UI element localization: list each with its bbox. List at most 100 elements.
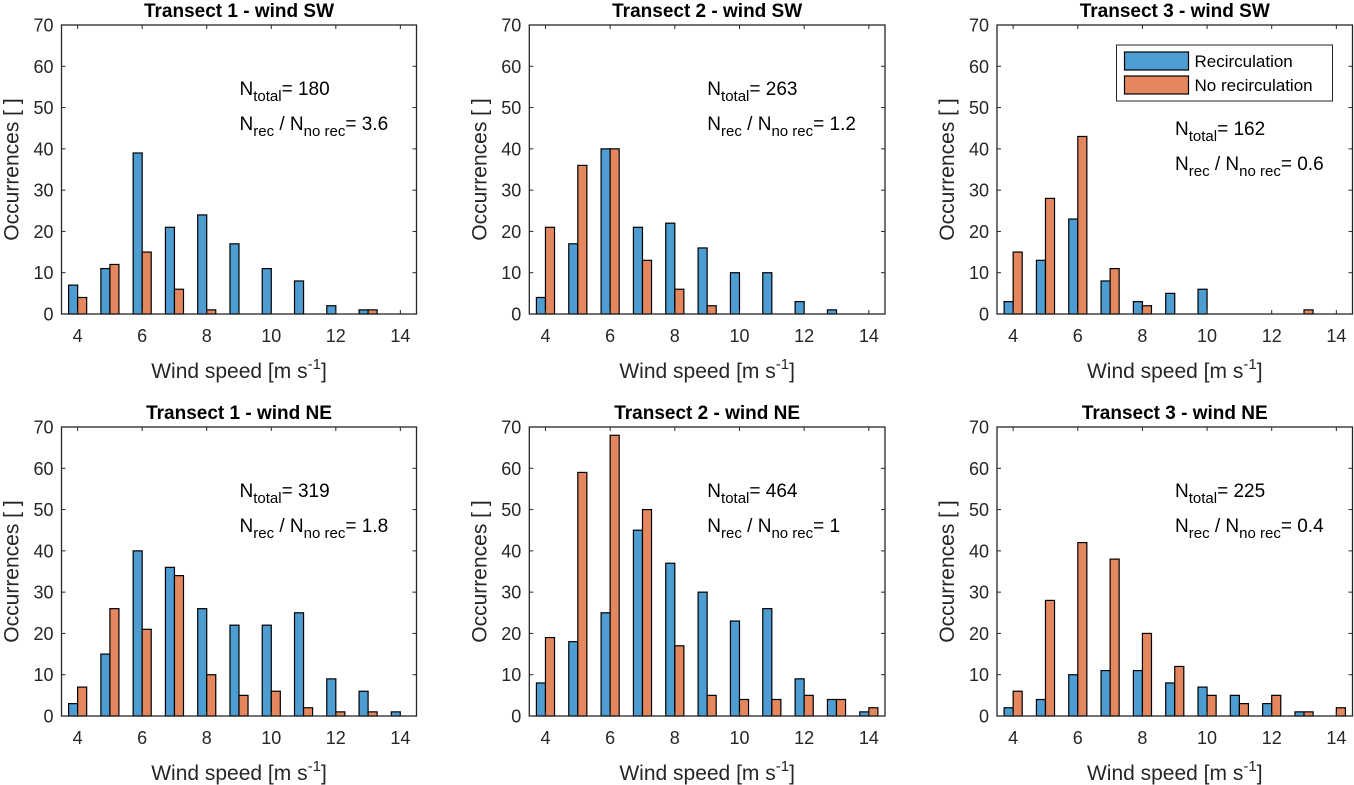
bar: [109, 608, 120, 717]
y-tick-label: 10: [969, 665, 989, 685]
y-tick-label: 30: [501, 181, 521, 201]
x-tick-label: 12: [1262, 728, 1282, 748]
series-no-recirculation: [77, 251, 378, 315]
bar: [1165, 682, 1176, 717]
series-recirculation: [67, 152, 369, 315]
y-tick-label: 0: [511, 707, 521, 727]
x-tick-label: 10: [729, 728, 749, 748]
equals: =: [813, 114, 829, 135]
x-tick-label: 10: [261, 326, 281, 346]
bar: [1197, 288, 1208, 315]
x-tick-label: 8: [670, 326, 680, 346]
axes-box: [60, 426, 418, 717]
bar: [641, 508, 653, 717]
y-tick-label: 20: [969, 222, 989, 242]
bar: [261, 267, 272, 315]
x-axis-label: Wind speed [m s-1]: [151, 356, 327, 383]
series-no-recirculation: [1012, 541, 1346, 717]
x-tick-label: 12: [794, 326, 814, 346]
chart-panel-2: 4 6 8 10 12 14 0 10 20 30 40 50 60 70 Transect 2 - win…: [468, 1, 886, 383]
bar: [164, 226, 176, 315]
series-recirculation: [535, 148, 838, 315]
bar: [293, 280, 305, 315]
subscript-no-rec: no rec: [304, 525, 346, 542]
bar: [535, 682, 547, 717]
bar: [206, 674, 217, 717]
bar: [67, 703, 79, 717]
y-tick-label: 60: [33, 459, 53, 479]
ratio-annotation: Nrec / Nno rec= 1.2: [707, 114, 856, 140]
x-axis-label-end: ]: [321, 762, 327, 785]
bar: [665, 222, 676, 315]
bar: [1044, 197, 1056, 315]
chart-panel-4: 4 6 8 10 12 14 0 10 20 30 40 50 60 70 Transect 1 - win…: [1, 403, 418, 785]
n-symbol: N: [707, 79, 721, 100]
bar: [326, 678, 337, 717]
x-axis-label: Wind speed [m s-1]: [151, 758, 327, 785]
bar: [706, 305, 717, 315]
ratio-annotation: Nrec / Nno rec= 3.6: [240, 114, 389, 140]
y-tick-label: 60: [969, 459, 989, 479]
axes-box: [996, 426, 1354, 717]
y-tick-label: 10: [501, 665, 521, 685]
chart-panel-1: 4 6 8 10 12 14 0 10 20 30 40 50 60 70 Transect 1 - win…: [1, 1, 418, 383]
equals: =: [345, 516, 361, 537]
bar: [1003, 707, 1014, 717]
subscript-rec: rec: [253, 123, 274, 140]
y-tick-label: 40: [969, 139, 989, 159]
bar: [1068, 218, 1079, 315]
bar: [77, 296, 88, 315]
y-tick-label: 10: [969, 263, 989, 283]
n-symbol: N: [240, 114, 254, 135]
n-total-value: 180: [298, 79, 330, 100]
bar: [1109, 267, 1120, 315]
bar: [1012, 690, 1023, 717]
n-symbol: N: [1225, 516, 1239, 537]
series-recirculation: [1003, 218, 1208, 315]
n-symbol: N: [240, 79, 254, 100]
subscript-rec: rec: [253, 525, 274, 542]
n-symbol: N: [707, 114, 721, 135]
chart-panel-5: 4 6 8 10 12 14 0 10 20 30 40 50 60 70 Transect 2 - win…: [468, 403, 886, 785]
ratio-value: 0.4: [1297, 516, 1324, 537]
y-tick-label: 20: [969, 624, 989, 644]
bar: [535, 296, 547, 315]
equals: =: [282, 79, 298, 100]
bar: [826, 698, 838, 717]
bar: [632, 529, 644, 717]
equals: =: [749, 481, 765, 502]
bar: [600, 612, 611, 717]
y-tick-label: 50: [969, 500, 989, 520]
x-tick-label: 12: [326, 728, 346, 748]
bar: [293, 612, 305, 717]
subscript-rec: rec: [1189, 525, 1210, 542]
x-tick-label: 8: [1137, 728, 1147, 748]
bar: [641, 259, 653, 315]
y-axis-label: Occurrences [ ]: [468, 98, 491, 240]
chart-title: Transect 3 - wind NE: [1082, 403, 1268, 424]
ratio-annotation: Nrec / Nno rec= 0.4: [1175, 516, 1324, 542]
bar: [229, 243, 240, 315]
n-total-annotation: Ntotal= 464: [707, 481, 798, 507]
y-tick-label: 0: [979, 305, 989, 325]
y-axis-label: Occurrences [ ]: [1, 98, 24, 240]
bar: [1109, 558, 1120, 717]
bar: [141, 628, 152, 717]
bar: [803, 694, 814, 717]
subscript-rec: rec: [1189, 163, 1210, 180]
bar: [1044, 599, 1056, 717]
x-tick-label: 6: [1073, 728, 1083, 748]
n-total-value: 319: [298, 481, 330, 502]
x-tick-label: 14: [1326, 728, 1346, 748]
equals: =: [282, 481, 298, 502]
x-axis-label-sup: -1: [776, 758, 789, 775]
ratio-value: 1: [830, 516, 841, 537]
x-axis-label: Wind speed [m s-1]: [619, 758, 795, 785]
x-axis-label-end: ]: [1257, 360, 1263, 383]
n-total-annotation: Ntotal= 263: [707, 79, 797, 105]
x-axis-label-sup: -1: [308, 758, 321, 775]
y-tick-label: 70: [501, 418, 521, 438]
bar: [794, 301, 805, 315]
bar: [674, 288, 685, 315]
bar: [697, 591, 708, 717]
